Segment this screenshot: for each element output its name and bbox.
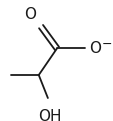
Text: O: O	[88, 41, 100, 56]
Text: −: −	[101, 38, 112, 51]
Text: O: O	[23, 7, 35, 22]
Text: OH: OH	[38, 109, 61, 121]
